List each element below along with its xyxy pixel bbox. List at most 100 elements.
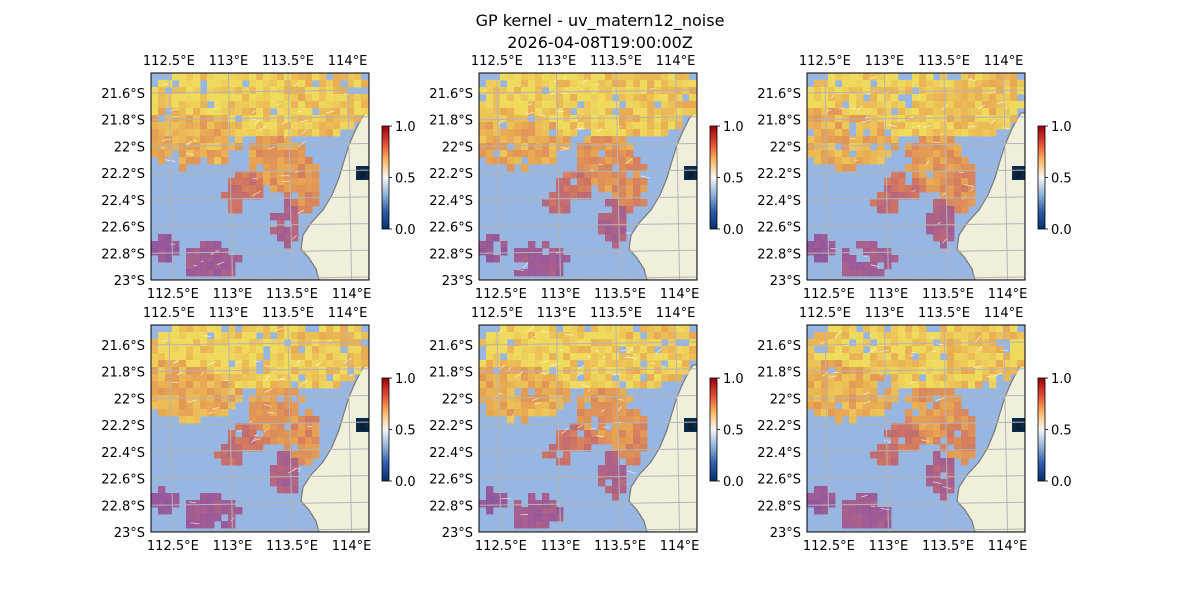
field-cell bbox=[228, 94, 236, 102]
field-cell bbox=[179, 108, 187, 116]
field-cell bbox=[933, 353, 941, 361]
field-cell bbox=[884, 353, 892, 361]
field-cell bbox=[291, 150, 299, 158]
field-cell bbox=[891, 171, 899, 179]
field-cell bbox=[263, 367, 271, 375]
field-cell bbox=[835, 332, 843, 340]
field-cell bbox=[598, 353, 606, 361]
field-cell bbox=[277, 220, 285, 228]
field-cell bbox=[479, 241, 487, 249]
field-cell bbox=[556, 346, 564, 354]
field-cell bbox=[919, 332, 927, 340]
field-cell bbox=[947, 353, 955, 361]
field-cell bbox=[821, 409, 829, 417]
field-cell bbox=[577, 346, 585, 354]
field-cell bbox=[528, 150, 536, 158]
field-cell bbox=[912, 108, 920, 116]
field-cell bbox=[298, 80, 306, 88]
field-cell bbox=[982, 346, 990, 354]
field-cell bbox=[577, 353, 585, 361]
field-cell bbox=[605, 339, 613, 347]
field-cell bbox=[263, 129, 271, 137]
field-cell bbox=[849, 360, 857, 368]
field-cell bbox=[682, 332, 690, 340]
field-cell bbox=[584, 388, 592, 396]
field-cell bbox=[235, 122, 243, 130]
gridline-lat bbox=[479, 368, 697, 373]
field-cell bbox=[319, 325, 327, 333]
field-cell bbox=[954, 164, 962, 172]
field-cell bbox=[996, 101, 1004, 109]
map-area-5 bbox=[479, 325, 697, 532]
field-cell bbox=[605, 465, 613, 473]
field-cell bbox=[200, 395, 208, 403]
field-cell bbox=[654, 108, 662, 116]
field-cell bbox=[493, 115, 501, 123]
colorbar-tick-label: 1.0 bbox=[723, 120, 744, 135]
velocity-arrow bbox=[299, 379, 308, 386]
field-cell bbox=[563, 199, 571, 207]
field-cell bbox=[193, 374, 201, 382]
field-cell bbox=[242, 185, 250, 193]
field-cell bbox=[905, 409, 913, 417]
field-cell bbox=[982, 374, 990, 382]
field-cell bbox=[912, 157, 920, 165]
field-cell bbox=[172, 493, 180, 501]
field-cell bbox=[354, 101, 362, 109]
field-cell bbox=[577, 150, 585, 158]
field-cell bbox=[612, 395, 620, 403]
field-cell bbox=[933, 374, 941, 382]
field-cell bbox=[507, 409, 515, 417]
field-cell bbox=[333, 346, 341, 354]
field-cell bbox=[186, 374, 194, 382]
field-cell bbox=[151, 94, 159, 102]
field-cell bbox=[849, 402, 857, 410]
velocity-arrow bbox=[264, 365, 271, 368]
field-cell bbox=[577, 157, 585, 165]
gridline-lon bbox=[168, 73, 174, 280]
velocity-arrow bbox=[251, 436, 257, 444]
field-cell bbox=[528, 262, 536, 270]
velocity-arrow bbox=[268, 146, 275, 150]
lat-tick-label: 22.2°S bbox=[101, 419, 145, 434]
field-cell bbox=[856, 388, 864, 396]
field-cell bbox=[877, 353, 885, 361]
field-cell bbox=[214, 409, 222, 417]
field-cell bbox=[563, 374, 571, 382]
lon-tick-label-top: 112.5°E bbox=[143, 54, 195, 69]
field-cell bbox=[898, 444, 906, 452]
field-cell bbox=[151, 241, 159, 249]
field-cell bbox=[591, 437, 599, 445]
field-cell bbox=[256, 136, 264, 144]
field-cell bbox=[249, 430, 257, 438]
field-cell bbox=[905, 437, 913, 445]
field-cell bbox=[263, 332, 271, 340]
field-cell bbox=[151, 346, 159, 354]
field-cell bbox=[884, 206, 892, 214]
field-cell bbox=[863, 493, 871, 501]
field-cell bbox=[912, 171, 920, 179]
field-cell bbox=[863, 157, 871, 165]
field-cell bbox=[835, 108, 843, 116]
field-cell bbox=[277, 171, 285, 179]
field-cell bbox=[500, 360, 508, 368]
field-cell bbox=[570, 73, 578, 81]
field-cell bbox=[821, 402, 829, 410]
field-cell bbox=[479, 108, 487, 116]
field-cell bbox=[535, 500, 543, 508]
lon-tick-label-top: 113.5°E bbox=[262, 54, 314, 69]
field-cell bbox=[165, 346, 173, 354]
velocity-arrow bbox=[276, 376, 287, 382]
gridline-lon bbox=[168, 325, 174, 532]
field-cell bbox=[933, 332, 941, 340]
field-cell bbox=[570, 185, 578, 193]
field-cell bbox=[940, 416, 948, 424]
field-cell bbox=[640, 381, 648, 389]
field-cell bbox=[821, 248, 829, 256]
field-cell bbox=[884, 339, 892, 347]
field-cell bbox=[151, 500, 159, 508]
field-cell bbox=[605, 164, 613, 172]
lat-tick-label: 22°S bbox=[442, 140, 473, 155]
field-cell bbox=[298, 178, 306, 186]
field-cell bbox=[158, 101, 166, 109]
